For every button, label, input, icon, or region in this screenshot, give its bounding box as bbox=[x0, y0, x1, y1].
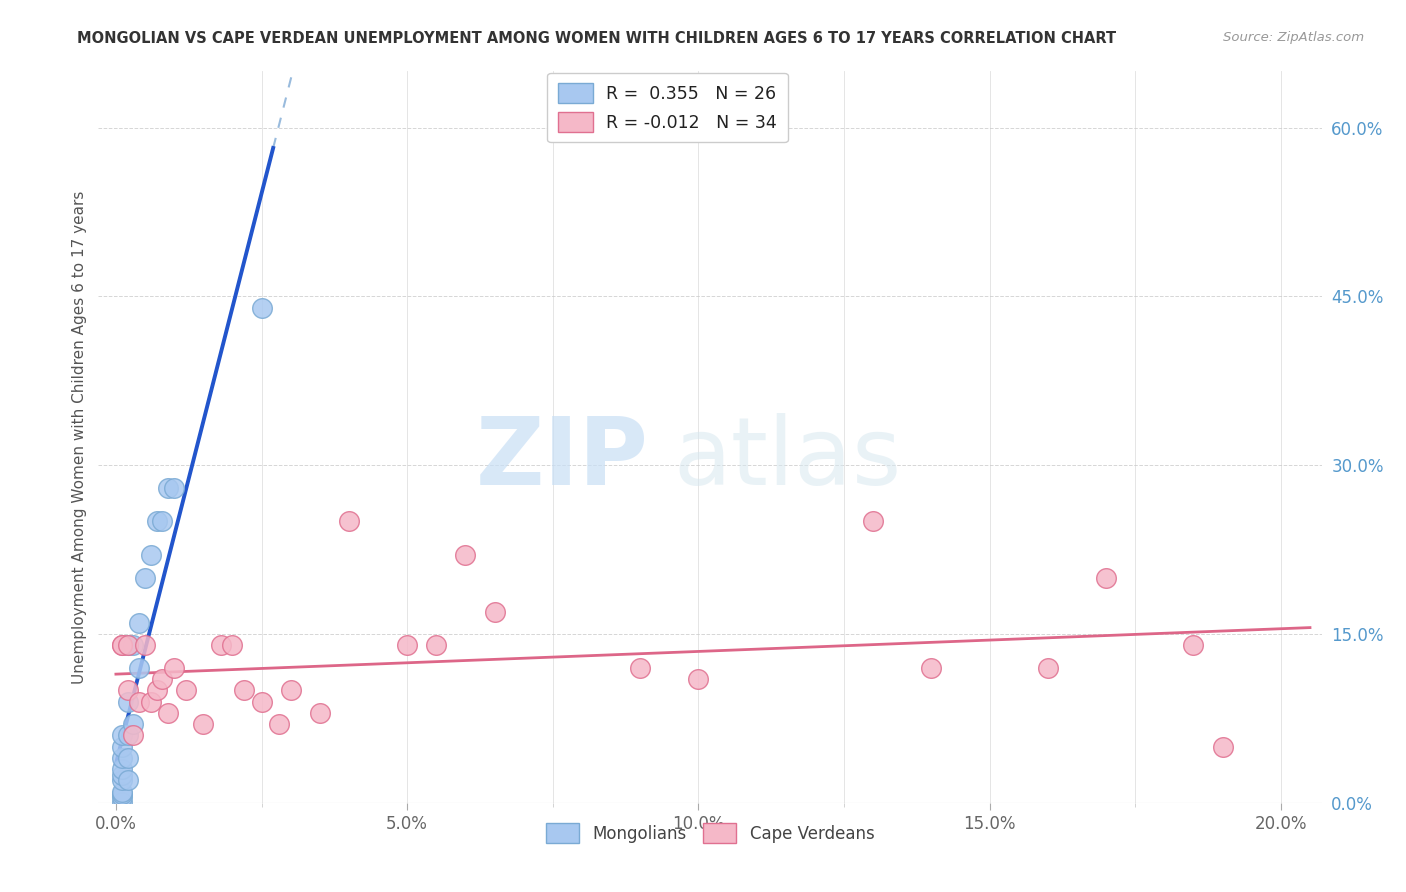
Point bbox=[117, 638, 139, 652]
Point bbox=[1036, 661, 1059, 675]
Point bbox=[484, 605, 506, 619]
Point bbox=[250, 301, 273, 315]
Point bbox=[209, 638, 232, 652]
Point bbox=[1182, 638, 1205, 652]
Text: ZIP: ZIP bbox=[477, 413, 648, 505]
Point bbox=[1212, 739, 1234, 754]
Point bbox=[128, 694, 150, 708]
Point bbox=[174, 683, 197, 698]
Legend: Mongolians, Cape Verdeans: Mongolians, Cape Verdeans bbox=[538, 817, 882, 849]
Point bbox=[128, 661, 150, 675]
Point bbox=[134, 638, 156, 652]
Text: MONGOLIAN VS CAPE VERDEAN UNEMPLOYMENT AMONG WOMEN WITH CHILDREN AGES 6 TO 17 YE: MONGOLIAN VS CAPE VERDEAN UNEMPLOYMENT A… bbox=[77, 31, 1116, 46]
Point bbox=[280, 683, 302, 698]
Point bbox=[145, 683, 167, 698]
Y-axis label: Unemployment Among Women with Children Ages 6 to 17 years: Unemployment Among Women with Children A… bbox=[72, 190, 87, 684]
Point bbox=[111, 728, 134, 742]
Point bbox=[111, 767, 134, 781]
Point bbox=[122, 728, 145, 742]
Point bbox=[134, 571, 156, 585]
Point bbox=[122, 717, 145, 731]
Point bbox=[425, 638, 447, 652]
Point bbox=[163, 481, 186, 495]
Point bbox=[193, 717, 215, 731]
Point bbox=[117, 728, 139, 742]
Point bbox=[117, 694, 139, 708]
Point bbox=[920, 661, 942, 675]
Point bbox=[157, 706, 180, 720]
Point bbox=[1095, 571, 1118, 585]
Point bbox=[111, 638, 134, 652]
Point bbox=[111, 795, 134, 809]
Point bbox=[628, 661, 651, 675]
Point bbox=[128, 615, 150, 630]
Point bbox=[267, 717, 290, 731]
Point bbox=[308, 706, 330, 720]
Point bbox=[111, 773, 134, 788]
Point bbox=[862, 515, 884, 529]
Point bbox=[117, 638, 139, 652]
Point bbox=[139, 694, 162, 708]
Point bbox=[152, 515, 174, 529]
Point bbox=[233, 683, 256, 698]
Text: atlas: atlas bbox=[673, 413, 901, 505]
Point bbox=[163, 661, 186, 675]
Point bbox=[117, 751, 139, 765]
Point bbox=[122, 638, 145, 652]
Point bbox=[117, 683, 139, 698]
Point bbox=[157, 481, 180, 495]
Point bbox=[152, 672, 174, 686]
Text: Source: ZipAtlas.com: Source: ZipAtlas.com bbox=[1223, 31, 1364, 45]
Point bbox=[250, 694, 273, 708]
Point bbox=[454, 548, 477, 562]
Point bbox=[145, 515, 167, 529]
Point bbox=[111, 751, 134, 765]
Point bbox=[111, 638, 134, 652]
Point bbox=[337, 515, 360, 529]
Point bbox=[111, 790, 134, 805]
Point bbox=[111, 784, 134, 798]
Point bbox=[396, 638, 419, 652]
Point bbox=[111, 762, 134, 776]
Point bbox=[111, 787, 134, 801]
Point bbox=[111, 739, 134, 754]
Point bbox=[117, 773, 139, 788]
Point bbox=[139, 548, 162, 562]
Point bbox=[688, 672, 710, 686]
Point bbox=[221, 638, 243, 652]
